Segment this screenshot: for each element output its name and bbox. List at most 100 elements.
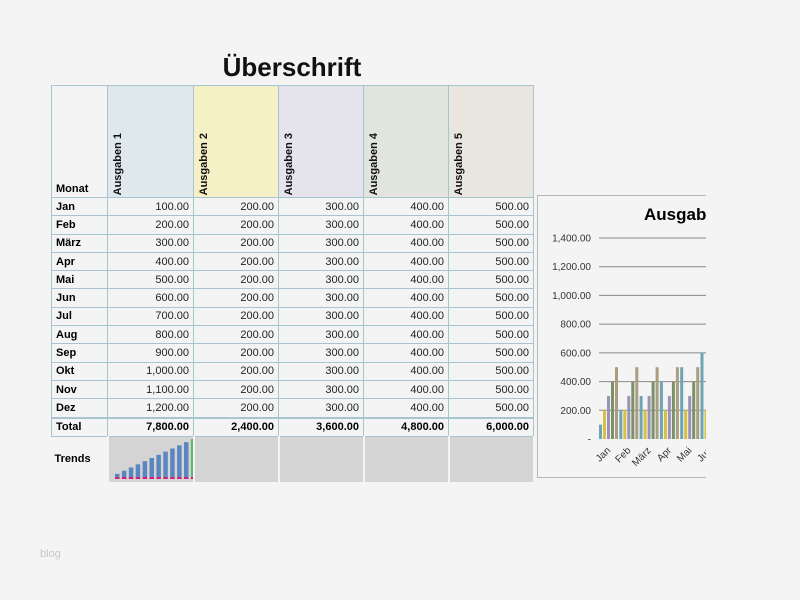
- value-cell[interactable]: 1,000.00: [107, 361, 194, 381]
- value-cell[interactable]: 500.00: [448, 251, 534, 272]
- value-cell[interactable]: 500.00: [448, 270, 534, 290]
- expenses-chart[interactable]: Ausgab - 200.00 400.00 600.00 800.00 1,000.00 1…: [537, 195, 706, 478]
- month-cell[interactable]: Mai: [51, 270, 108, 290]
- value-cell[interactable]: 400.00: [363, 361, 449, 381]
- sparkline-cell[interactable]: [193, 436, 280, 482]
- chart-bar: [647, 395, 651, 439]
- value-cell[interactable]: 400.00: [363, 398, 449, 419]
- value-cell[interactable]: 1,100.00: [107, 379, 194, 400]
- value-cell[interactable]: 300.00: [278, 215, 364, 235]
- total-cell[interactable]: 2,400.00: [193, 416, 279, 437]
- value-cell[interactable]: 400.00: [363, 306, 449, 327]
- value-cell[interactable]: 500.00: [448, 379, 534, 400]
- value-cell[interactable]: 500.00: [448, 215, 534, 235]
- month-cell[interactable]: Aug: [51, 325, 108, 345]
- sheet-title: Überschrift: [222, 52, 362, 82]
- sparkline-bar: [114, 473, 119, 477]
- total-row: Total 7,800.00 2,400.00 3,600.00 4,800.00 6,0…: [51, 416, 534, 437]
- value-cell[interactable]: 500.00: [448, 343, 534, 363]
- value-cell[interactable]: 200.00: [193, 306, 279, 327]
- value-cell[interactable]: 300.00: [278, 288, 364, 308]
- value-cell[interactable]: 200.00: [193, 215, 279, 235]
- sparkline-cell[interactable]: [107, 436, 195, 482]
- value-cell[interactable]: 500.00: [107, 270, 194, 290]
- value-cell[interactable]: 300.00: [278, 251, 364, 272]
- value-cell[interactable]: 500.00: [448, 288, 534, 308]
- value-cell[interactable]: 400.00: [363, 215, 449, 235]
- month-cell[interactable]: Okt: [51, 361, 108, 381]
- value-cell[interactable]: 400.00: [363, 343, 449, 363]
- value-cell[interactable]: 300.00: [278, 398, 364, 419]
- month-cell[interactable]: März: [51, 233, 108, 253]
- value-cell[interactable]: 500.00: [448, 196, 534, 217]
- value-cell[interactable]: 300.00: [107, 233, 194, 253]
- column-header: Ausgaben 2: [193, 85, 279, 198]
- table-row: Jul 700.00 200.00 300.00 400.00 500.00: [51, 306, 534, 327]
- value-cell[interactable]: 400.00: [363, 251, 449, 272]
- sparkline-cell[interactable]: [448, 436, 535, 482]
- value-cell[interactable]: 800.00: [107, 325, 194, 345]
- sparkline-baseline: [114, 476, 119, 479]
- value-cell[interactable]: 400.00: [363, 196, 449, 217]
- sparkline-cell[interactable]: [278, 436, 365, 482]
- total-cell[interactable]: 7,800.00: [107, 416, 194, 437]
- value-cell[interactable]: 500.00: [448, 325, 534, 345]
- sparkline-bar: [176, 445, 182, 477]
- month-cell[interactable]: Jun: [51, 288, 108, 308]
- month-cell[interactable]: Jan: [51, 196, 108, 217]
- value-cell[interactable]: 400.00: [363, 325, 449, 345]
- month-cell[interactable]: Nov: [51, 379, 108, 400]
- value-cell[interactable]: 300.00: [278, 233, 364, 253]
- month-cell[interactable]: Feb: [51, 215, 108, 235]
- sparkline-bar: [162, 451, 168, 477]
- value-cell[interactable]: 200.00: [193, 270, 279, 290]
- sparkline-baseline: [135, 476, 140, 479]
- value-cell[interactable]: 500.00: [448, 398, 534, 419]
- value-cell[interactable]: 1,200.00: [107, 398, 194, 419]
- value-cell[interactable]: 400.00: [363, 270, 449, 290]
- value-cell[interactable]: 200.00: [193, 379, 279, 400]
- table-row: Dez 1,200.00 200.00 300.00 400.00 500.00: [51, 398, 534, 419]
- value-cell[interactable]: 400.00: [363, 233, 449, 253]
- value-cell[interactable]: 200.00: [193, 233, 279, 253]
- value-cell[interactable]: 600.00: [107, 288, 194, 308]
- month-cell[interactable]: Sep: [51, 343, 108, 363]
- month-cell[interactable]: Apr: [51, 251, 108, 272]
- value-cell[interactable]: 300.00: [278, 325, 364, 345]
- value-cell[interactable]: 900.00: [107, 343, 194, 363]
- month-cell[interactable]: Dez: [51, 398, 108, 419]
- month-cell[interactable]: Jul: [51, 306, 108, 327]
- total-cell[interactable]: 3,600.00: [278, 416, 364, 437]
- sparkline-bar: [190, 438, 195, 477]
- value-cell[interactable]: 200.00: [107, 215, 194, 235]
- value-cell[interactable]: 700.00: [107, 306, 194, 327]
- value-cell[interactable]: 200.00: [193, 398, 279, 419]
- sparkline-cell[interactable]: [363, 436, 450, 482]
- value-cell[interactable]: 300.00: [278, 270, 364, 290]
- value-cell[interactable]: 200.00: [193, 325, 279, 345]
- sparkline-bar: [121, 470, 126, 477]
- x-tick-label: März: [630, 445, 654, 469]
- value-cell[interactable]: 400.00: [363, 379, 449, 400]
- value-cell[interactable]: 400.00: [107, 251, 194, 272]
- value-cell[interactable]: 300.00: [278, 379, 364, 400]
- value-cell[interactable]: 500.00: [448, 306, 534, 327]
- value-cell[interactable]: 200.00: [193, 251, 279, 272]
- sparkline-baseline: [142, 476, 147, 479]
- total-cell[interactable]: 4,800.00: [363, 416, 449, 437]
- value-cell[interactable]: 200.00: [193, 343, 279, 363]
- sparkline-baseline: [190, 476, 195, 479]
- value-cell[interactable]: 300.00: [278, 361, 364, 381]
- total-cell[interactable]: 6,000.00: [448, 416, 534, 437]
- value-cell[interactable]: 100.00: [107, 196, 194, 217]
- value-cell[interactable]: 400.00: [363, 288, 449, 308]
- value-cell[interactable]: 500.00: [448, 233, 534, 253]
- value-cell[interactable]: 300.00: [278, 343, 364, 363]
- value-cell[interactable]: 300.00: [278, 306, 364, 327]
- value-cell[interactable]: 200.00: [193, 288, 279, 308]
- value-cell[interactable]: 500.00: [448, 361, 534, 381]
- chart-bar: [651, 381, 655, 439]
- value-cell[interactable]: 200.00: [193, 196, 279, 217]
- value-cell[interactable]: 300.00: [278, 196, 364, 217]
- value-cell[interactable]: 200.00: [193, 361, 279, 381]
